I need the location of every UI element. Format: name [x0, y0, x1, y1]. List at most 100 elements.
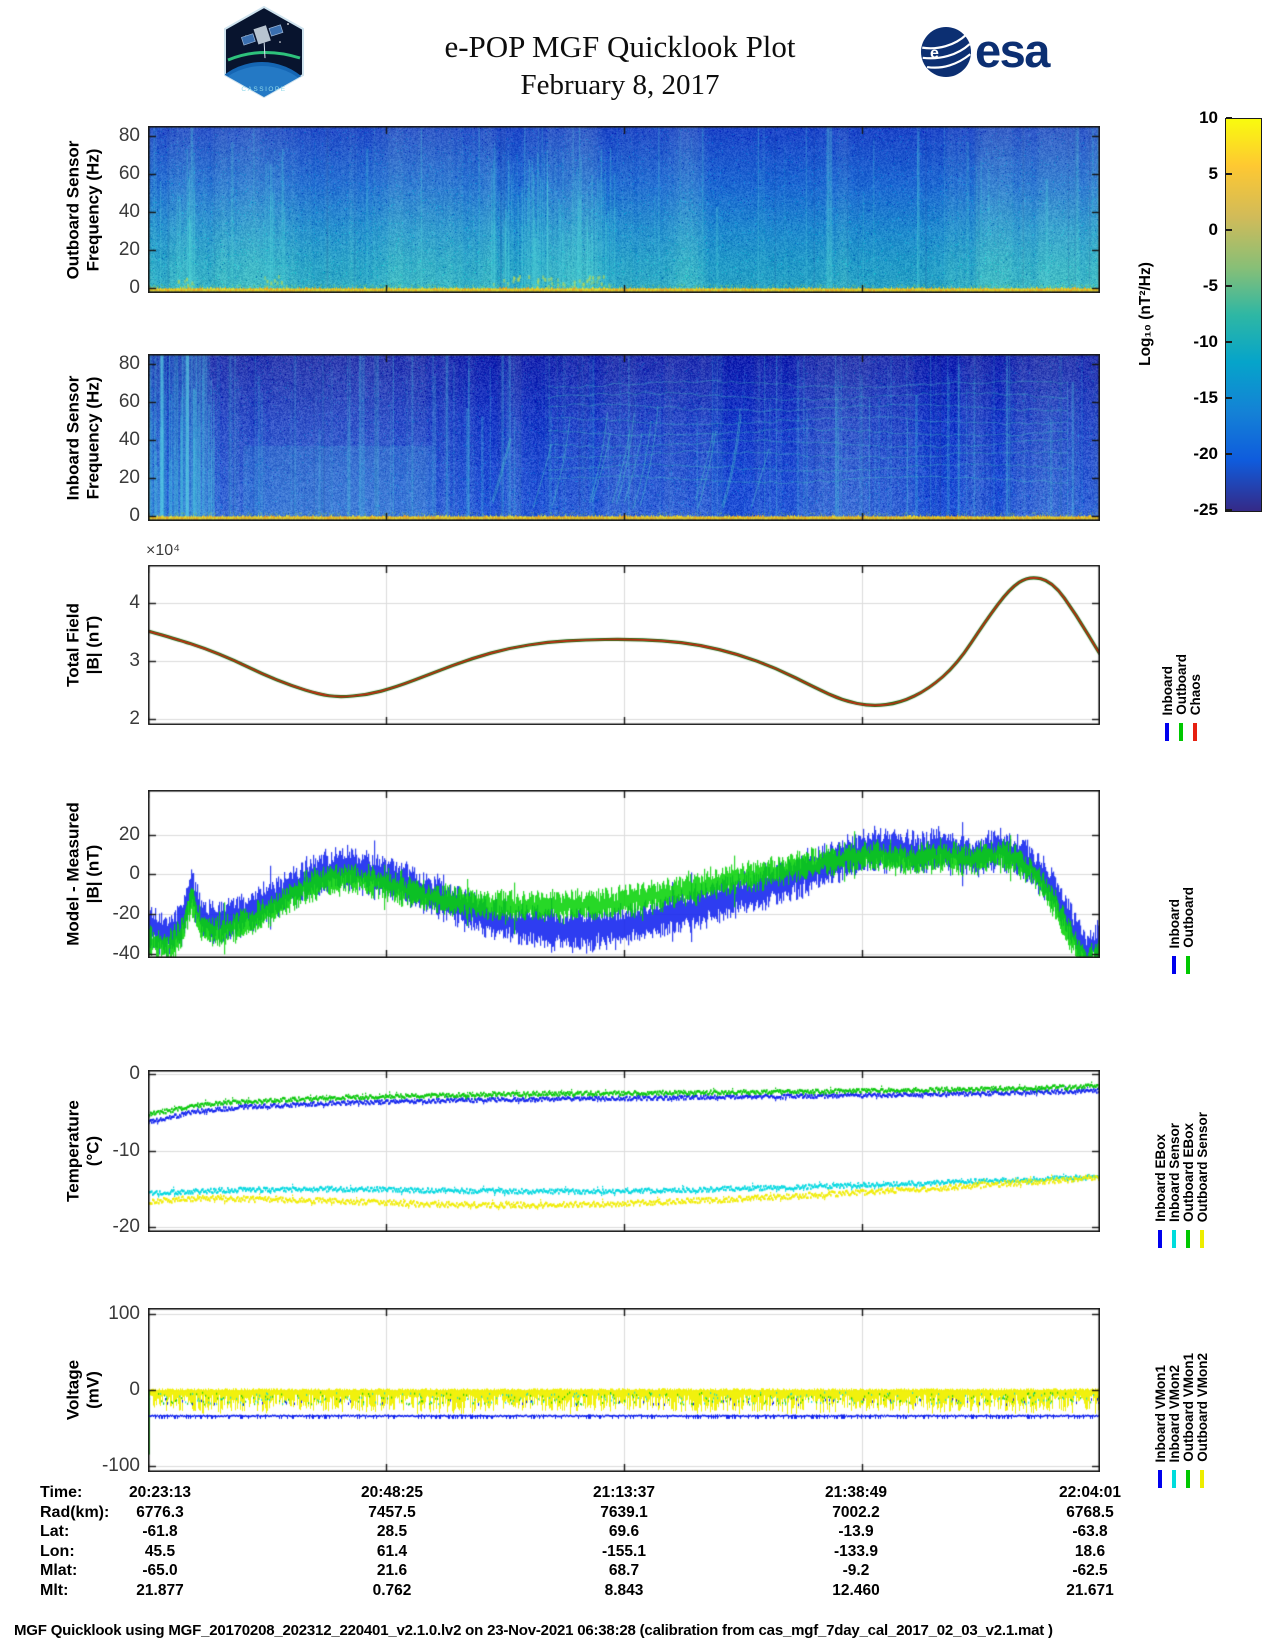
voltage-ytick-0: 0	[129, 1379, 140, 1400]
inboard-spectrogram-canvas	[148, 354, 1100, 521]
temperature-canvas	[148, 1070, 1100, 1232]
colorbar-tick--25: -25	[1193, 500, 1218, 519]
ephemeris-cell: 6768.5	[1066, 1503, 1114, 1521]
legend-item-outboard-vmon2: Outboard VMon2	[1195, 1353, 1210, 1462]
legend-item-inboard-vmon1: Inboard VMon1	[1153, 1364, 1168, 1463]
colorbar-tick-mark	[1226, 397, 1232, 399]
ephemeris-cell: -63.8	[1072, 1523, 1108, 1540]
colorbar-gradient	[1225, 118, 1262, 512]
temperature-ylabel-line2: (°C)	[84, 1135, 103, 1167]
model-minus-measured-canvas	[148, 790, 1100, 958]
outboard-spectrogram-ytick-0: 0	[129, 277, 140, 299]
voltage-ylabel-line2: (mV)	[84, 1371, 103, 1409]
total-field-legend: Inboard Outboard Chaos	[1160, 565, 1210, 747]
panel-temperature	[148, 1070, 1100, 1232]
svg-text:e: e	[930, 45, 939, 62]
legend-item-outboard: Outboard	[1174, 654, 1189, 715]
ephemeris-cell: -133.9	[834, 1542, 878, 1560]
inboard-spectrogram-ylabel-line2: Frequency (Hz)	[84, 376, 103, 499]
inboard-spectrogram-ytick-60: 60	[118, 390, 140, 412]
outboard-spectrogram-ytick-40: 40	[118, 200, 140, 222]
ephemeris-cell: 21.6	[376, 1562, 408, 1579]
legend-item-inboard: Inboard	[1160, 665, 1175, 716]
outboard-spectrogram-canvas	[148, 126, 1100, 293]
panel-outboard-spectrogram	[148, 126, 1100, 293]
total-field-ytick-3: 3	[129, 650, 140, 672]
ephemeris-cell: -13.9	[838, 1523, 874, 1540]
panel-total-field	[148, 565, 1100, 725]
ephemeris-cell: 21:13:37	[592, 1484, 656, 1501]
ephemeris-cell: 69.6	[608, 1523, 640, 1540]
ephemeris-cell: 21.671	[1066, 1581, 1114, 1599]
ephemeris-cell: 7457.5	[368, 1503, 416, 1521]
colorbar-tick-mark	[1226, 285, 1232, 287]
ephemeris-row-label-radkm: Rad(km):	[40, 1503, 110, 1521]
outboard-spectrogram-ytick-80: 80	[118, 124, 140, 146]
ephemeris-cell: -61.8	[142, 1523, 178, 1540]
ephemeris-row-label-lon: Lon:	[40, 1542, 75, 1560]
temperature-ytick-0: 0	[129, 1062, 140, 1084]
outboard-spectrogram-ytick-60: 60	[118, 162, 140, 184]
colorbar-tick--5: -5	[1202, 276, 1218, 295]
colorbar-tick-5: 5	[1208, 164, 1218, 183]
esa-logo: e esa	[920, 23, 1050, 78]
cassiope-logo-graphic: CASSIOPE	[224, 5, 304, 99]
voltage-ylabel: Voltage (mV)	[64, 1360, 105, 1420]
legend-item-inboard-ebox: Inboard EBox	[1153, 1134, 1168, 1222]
legend-item-outboard-sensor: Outboard Sensor	[1195, 1111, 1210, 1222]
total-field-ytick-4: 4	[129, 592, 140, 614]
ephemeris-cell: 0.762	[372, 1581, 412, 1599]
model-minus-measured-ylabel: Model - Measured |B| (nT)	[64, 802, 105, 946]
outboard-spectrogram-ylabel-line1: Outboard Sensor	[63, 140, 83, 279]
legend-swatch-outboard-ebox	[1186, 1230, 1190, 1248]
legend-item-outboard-ebox: Outboard EBox	[1181, 1122, 1196, 1222]
ephemeris-cell: 7639.1	[600, 1503, 648, 1521]
ephemeris-row-label-mlt: Mlt:	[40, 1581, 69, 1599]
ephemeris-cell: 20:48:25	[360, 1484, 424, 1501]
ephemeris-cell: 68.7	[608, 1562, 640, 1579]
colorbar-label: Log₁₀ (nT²/Hz)	[1137, 262, 1154, 366]
ephemeris-row-label-mlat: Mlat:	[40, 1562, 78, 1579]
ephemeris-cell: 21:38:49	[824, 1484, 888, 1501]
legend-swatch-outboard	[1186, 956, 1190, 974]
outboard-spectrogram-ylabel: Outboard Sensor Frequency (Hz)	[64, 140, 105, 279]
total-field-ylabel-line1: Total Field	[63, 603, 83, 687]
inboard-spectrogram-ytick-80: 80	[118, 352, 140, 374]
esa-logo-text: esa	[975, 23, 1050, 77]
colorbar-tick--20: -20	[1193, 444, 1218, 463]
model-minus-measured-ytick-0: 0	[129, 863, 140, 885]
ephemeris-row-label-time: Time:	[40, 1484, 83, 1501]
legend-item-outboard-vmon1: Outboard VMon1	[1181, 1353, 1196, 1462]
legend-item-inboard: Inboard	[1167, 898, 1182, 949]
title-block: e-POP MGF Quicklook Plot February 8, 201…	[280, 28, 960, 104]
inboard-spectrogram-ylabel: Inboard Sensor Frequency (Hz)	[64, 375, 105, 500]
legend-swatch-inboard-vmon2	[1172, 1470, 1176, 1488]
legend-item-inboard-vmon2: Inboard VMon2	[1167, 1364, 1182, 1463]
ephemeris-row-label-lat: Lat:	[40, 1523, 70, 1540]
legend-swatch-chaos	[1193, 723, 1197, 741]
temperature-legend: Inboard EBox Inboard Sensor Outboard EBox O…	[1153, 1070, 1217, 1254]
cassiope-badge-text: CASSIOPE	[241, 86, 286, 93]
ephemeris-cell: 61.4	[376, 1542, 408, 1560]
inboard-spectrogram-ytick-20: 20	[118, 467, 140, 489]
page-title: e-POP MGF Quicklook Plot	[444, 29, 796, 64]
legend-swatch-outboard-vmon1	[1186, 1470, 1190, 1488]
temperature-ylabel: Temperature (°C)	[64, 1100, 105, 1202]
colorbar-tick-10: 10	[1199, 108, 1218, 127]
inboard-spectrogram-ytick-0: 0	[129, 505, 140, 527]
model-minus-measured-legend: Inboard Outboard	[1167, 790, 1203, 980]
ephemeris-cell: 28.5	[376, 1523, 408, 1540]
footer-note: MGF Quicklook using MGF_20170208_202312_…	[14, 1622, 1053, 1639]
colorbar-tick-mark	[1226, 173, 1232, 175]
ephemeris-cell: 8.843	[604, 1581, 644, 1599]
legend-item-chaos: Chaos	[1188, 673, 1203, 715]
model-minus-measured-ylabel-line1: Model - Measured	[63, 802, 83, 946]
colorbar-tick--10: -10	[1193, 332, 1218, 351]
colorbar-tick-mark	[1226, 117, 1232, 119]
panel-model-minus-measured	[148, 790, 1100, 958]
voltage-ylabel-line1: Voltage	[63, 1359, 83, 1421]
model-minus-measured-ytick-20: 20	[118, 823, 140, 845]
legend-swatch-outboard	[1179, 723, 1183, 741]
esa-globe-icon: e	[921, 27, 971, 77]
